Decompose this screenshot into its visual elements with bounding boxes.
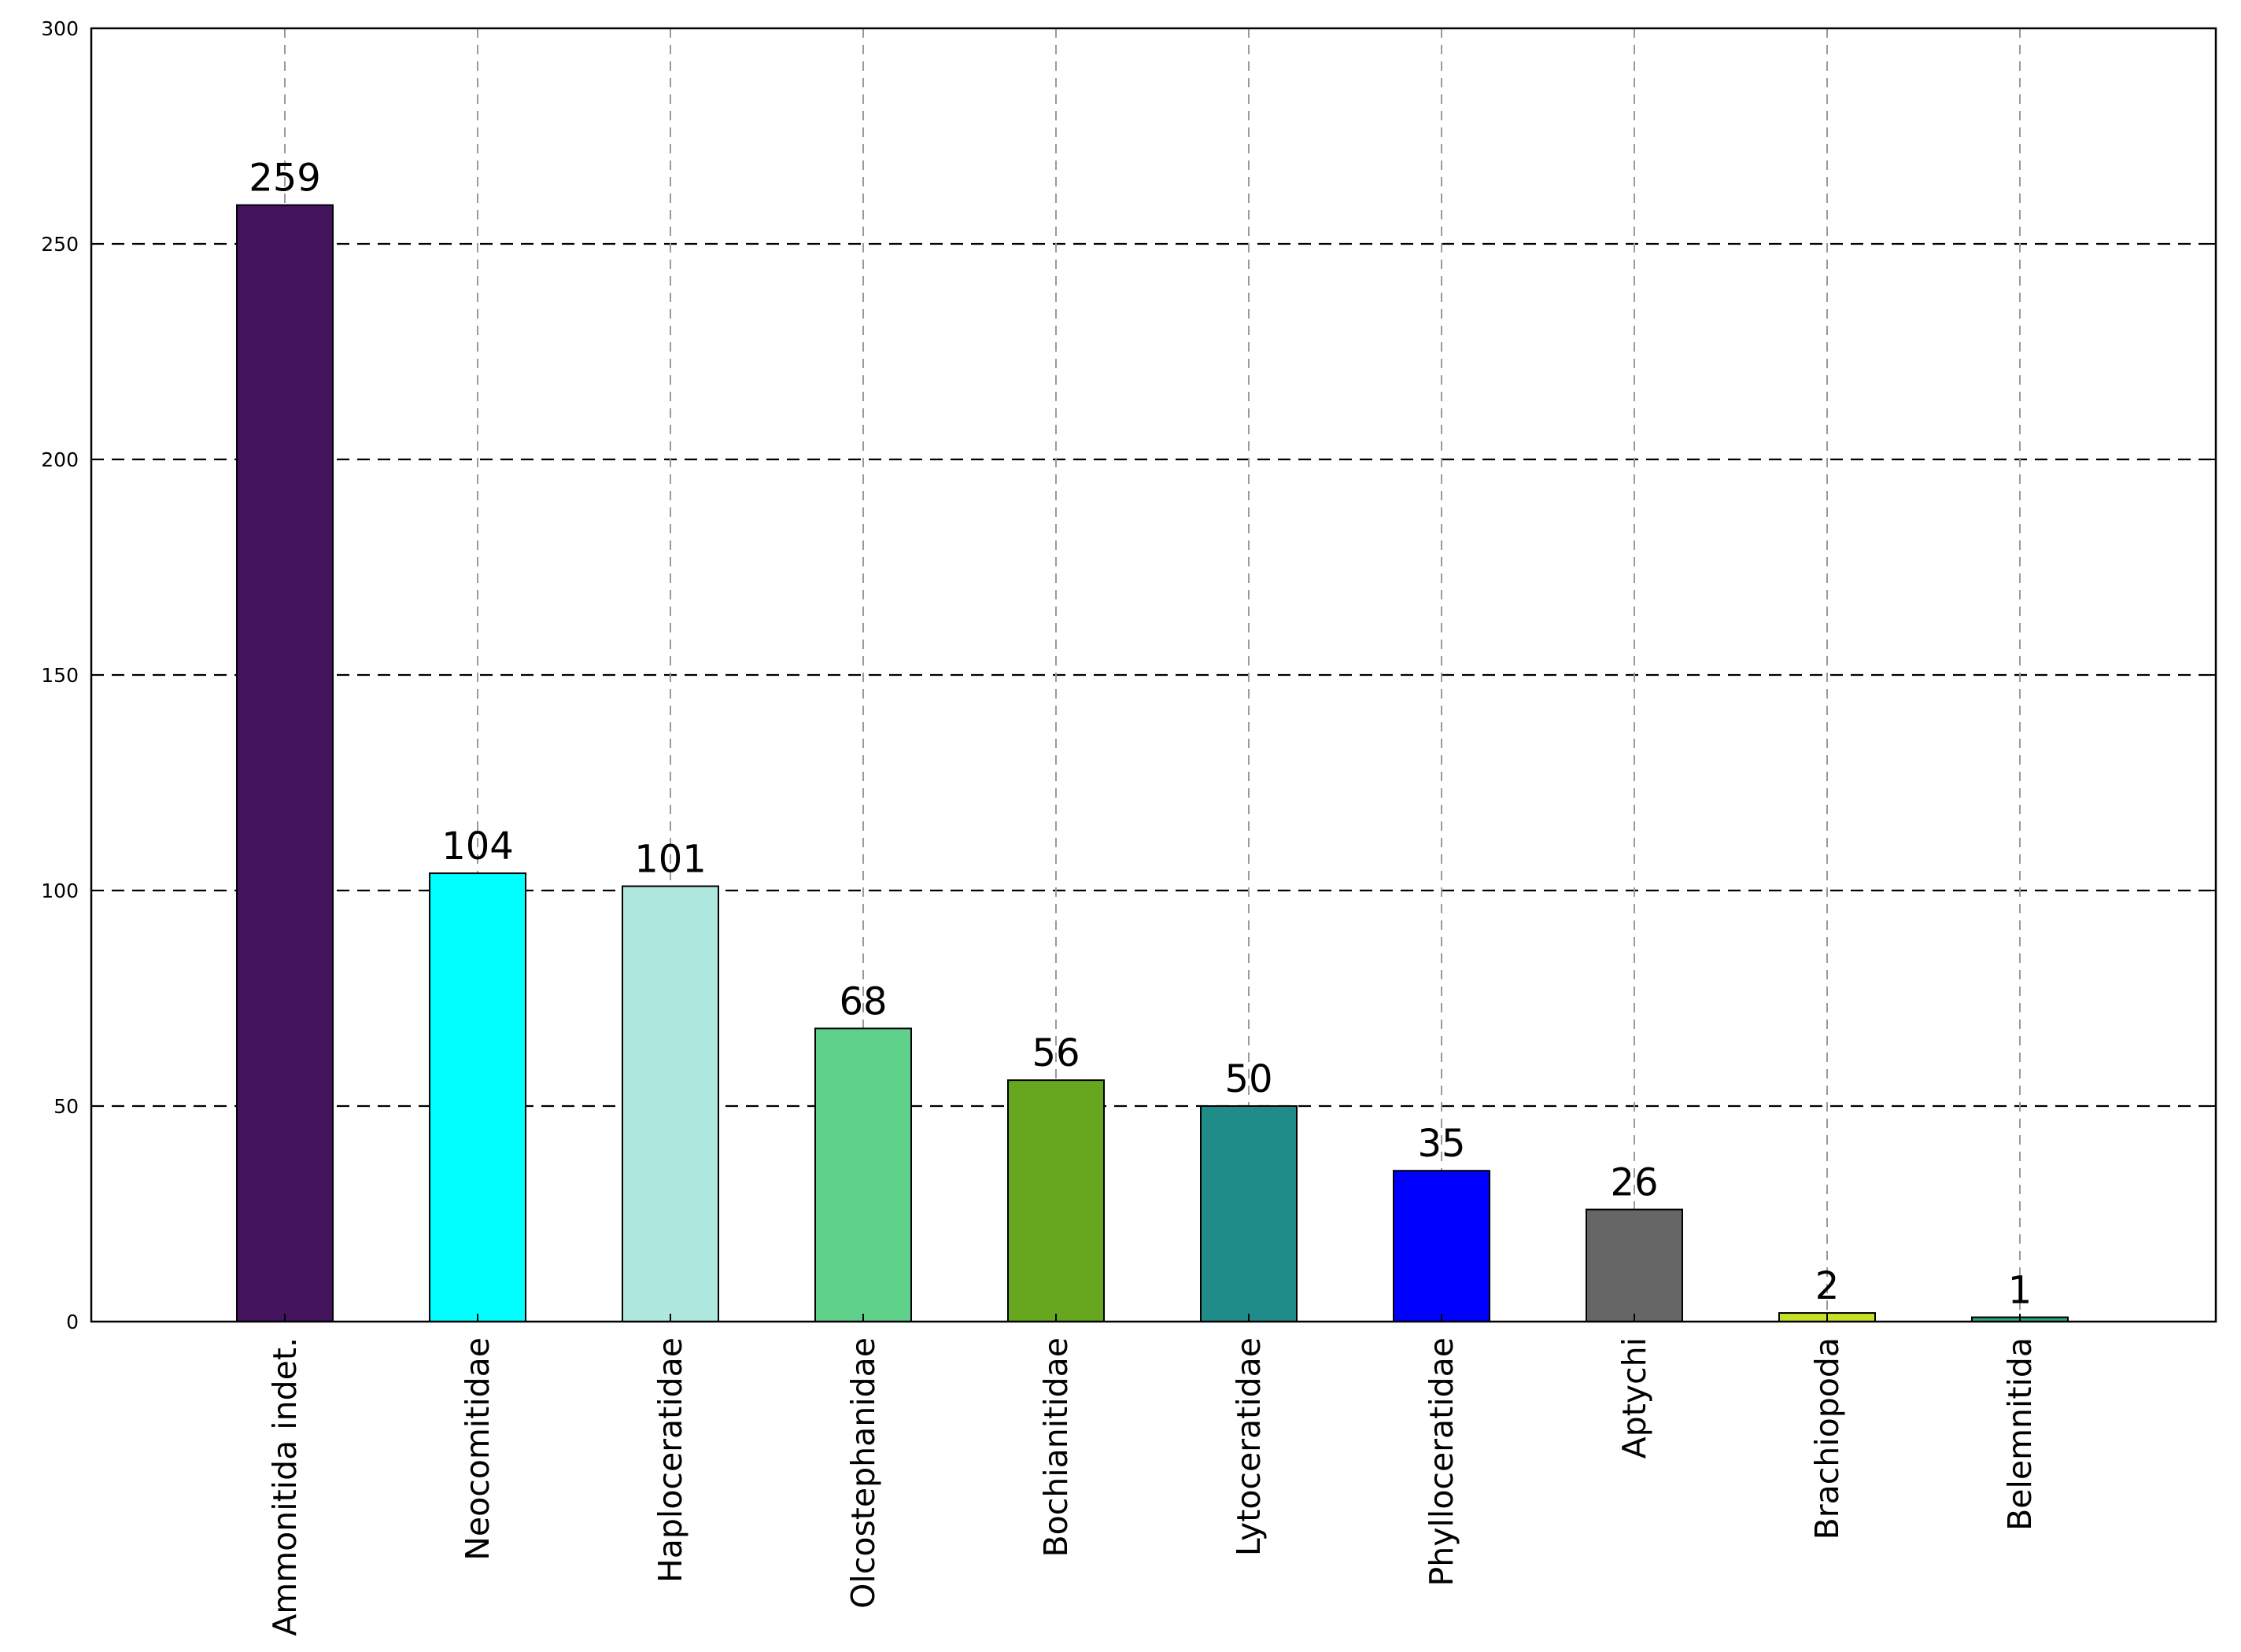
x-tick-label: Bochianitidae (1037, 1337, 1075, 1557)
data-label: 35 (1417, 1122, 1465, 1166)
bar (1007, 1079, 1105, 1322)
y-tick-label: 250 (41, 233, 79, 256)
x-tick-label: Aptychi (1615, 1337, 1653, 1458)
bar (236, 204, 334, 1322)
grid-lines (91, 28, 2216, 1322)
x-tick-label: Brachiopoda (1808, 1337, 1846, 1540)
x-tick-label: Olcostephanidae (844, 1337, 882, 1609)
bar (1200, 1105, 1298, 1322)
y-tick-label: 0 (66, 1311, 79, 1333)
data-label: 50 (1224, 1057, 1272, 1101)
data-label: 104 (441, 824, 514, 868)
bar (814, 1027, 912, 1322)
data-label: 56 (1032, 1031, 1080, 1075)
data-label: 68 (839, 979, 887, 1023)
y-tick-label: 200 (41, 448, 79, 471)
bar (622, 885, 719, 1322)
bar (429, 872, 526, 1322)
x-tick-label: Ammonitida indet. (266, 1337, 304, 1636)
y-tick-label: 100 (41, 879, 79, 902)
data-label: 1 (2008, 1269, 2032, 1313)
bar (1586, 1208, 1683, 1323)
x-tick-label: Haploceratidae (652, 1337, 689, 1583)
bars (236, 204, 2069, 1323)
x-tick-label: Belemnitida (2001, 1337, 2039, 1531)
data-label: 259 (249, 157, 321, 201)
data-label: 101 (634, 838, 707, 882)
data-label: 2 (1815, 1264, 1840, 1308)
x-tick-label: Lytoceratidae (1230, 1337, 1268, 1556)
y-tick-label: 300 (41, 17, 79, 40)
data-labels: 259 104 101 68 56 50 35 26 2 1 (249, 157, 2032, 1313)
y-tick-label: 150 (41, 664, 79, 687)
axis-ticks (91, 28, 2216, 1322)
x-tick-label: Neocomitidae (459, 1337, 497, 1561)
x-tick-label: Phylloceratidae (1423, 1337, 1460, 1586)
y-tick-label: 50 (54, 1095, 79, 1118)
data-label: 26 (1610, 1161, 1658, 1205)
bar (1393, 1170, 1490, 1322)
